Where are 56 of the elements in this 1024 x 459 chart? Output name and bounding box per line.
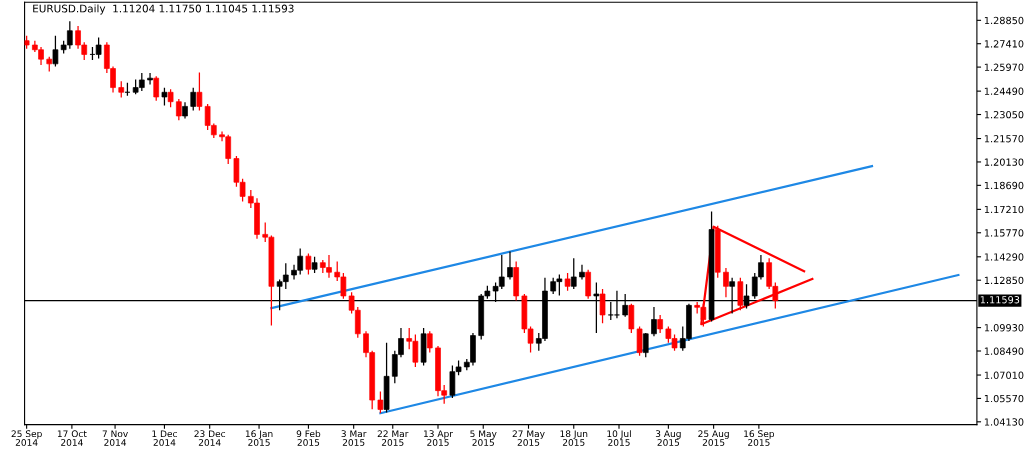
candlestick <box>723 267 729 298</box>
y-tick-label: 1.12850 <box>984 276 1024 285</box>
y-tick-label: 1.25970 <box>984 63 1024 71</box>
x-tick-label: 1 Dec 2014 <box>152 430 177 446</box>
x-tick-label: 27 May 2015 <box>512 430 545 446</box>
x-tick-label: 16 Sep 2015 <box>744 430 775 446</box>
y-tick-label: 1.27410 <box>984 40 1024 48</box>
y-tick-label: 1.24490 <box>984 87 1024 95</box>
candlestick <box>570 257 577 290</box>
candlestick <box>426 330 433 354</box>
ref-line-label: 1.11593 <box>980 296 1020 304</box>
y-tick-label: 1.23050 <box>984 111 1024 119</box>
x-tick-label: 23 Dec 2014 <box>194 430 226 446</box>
line-series <box>700 225 814 326</box>
x-tick-label: 18 Jun 2015 <box>560 430 588 446</box>
candlestick <box>52 35 59 68</box>
candlestick <box>507 250 513 281</box>
y-tick-label: 1.04130 <box>984 418 1024 426</box>
candlestick <box>377 390 384 414</box>
y-tick-label: 1.08490 <box>984 347 1024 355</box>
x-tick-label: 7 Nov 2014 <box>102 430 128 446</box>
x-tick-label: 5 May 2015 <box>470 430 497 446</box>
x-tick-label: 22 Mar 2015 <box>377 430 409 446</box>
candlestick <box>153 75 160 102</box>
y-tick-label: 1.05570 <box>984 394 1024 403</box>
x-tick-label: 13 Apr 2015 <box>424 430 453 446</box>
y-tick-label: 1.14290 <box>984 253 1024 261</box>
y-tick-label: 1.07010 <box>984 371 1024 379</box>
candlestick <box>737 277 744 311</box>
x-tick-label: 9 Feb 2015 <box>296 430 321 446</box>
x-tick-label: 16 Jan 2015 <box>245 430 273 446</box>
y-tick-label: 1.17210 <box>984 205 1024 214</box>
candlestick <box>147 72 153 86</box>
candlestick <box>176 98 182 121</box>
y-tick-label: 1.21570 <box>984 135 1024 143</box>
chart-title: EURUSD.Daily 1.11204 1.11750 1.11045 1.11593 <box>33 4 294 15</box>
x-tick-label: 3 Aug 2015 <box>655 430 681 446</box>
candlestick <box>642 332 649 358</box>
y-tick-label: 1.20130 <box>984 158 1024 166</box>
y-tick-label: 1.15770 <box>984 229 1024 237</box>
x-tick-label: 25 Sep 2014 <box>11 430 42 446</box>
candlestick <box>636 325 643 357</box>
candlestick <box>628 303 635 334</box>
candlestick <box>599 288 606 324</box>
candlestick <box>651 306 657 337</box>
candlestick <box>190 87 197 112</box>
candlestick <box>305 252 312 276</box>
x-tick-label: 3 Mar 2015 <box>341 430 367 446</box>
y-tick-label: 1.28850 <box>984 16 1024 25</box>
candlestick <box>196 71 203 112</box>
y-tick-label: 1.18690 <box>984 181 1024 190</box>
candlestick <box>585 269 591 300</box>
x-tick-label: 10 Jul 2015 <box>607 430 631 446</box>
y-tick-label: 1.09930 <box>984 324 1024 332</box>
x-tick-label: 17 Oct 2014 <box>57 430 87 446</box>
x-tick-label: 25 Aug 2015 <box>698 430 729 446</box>
